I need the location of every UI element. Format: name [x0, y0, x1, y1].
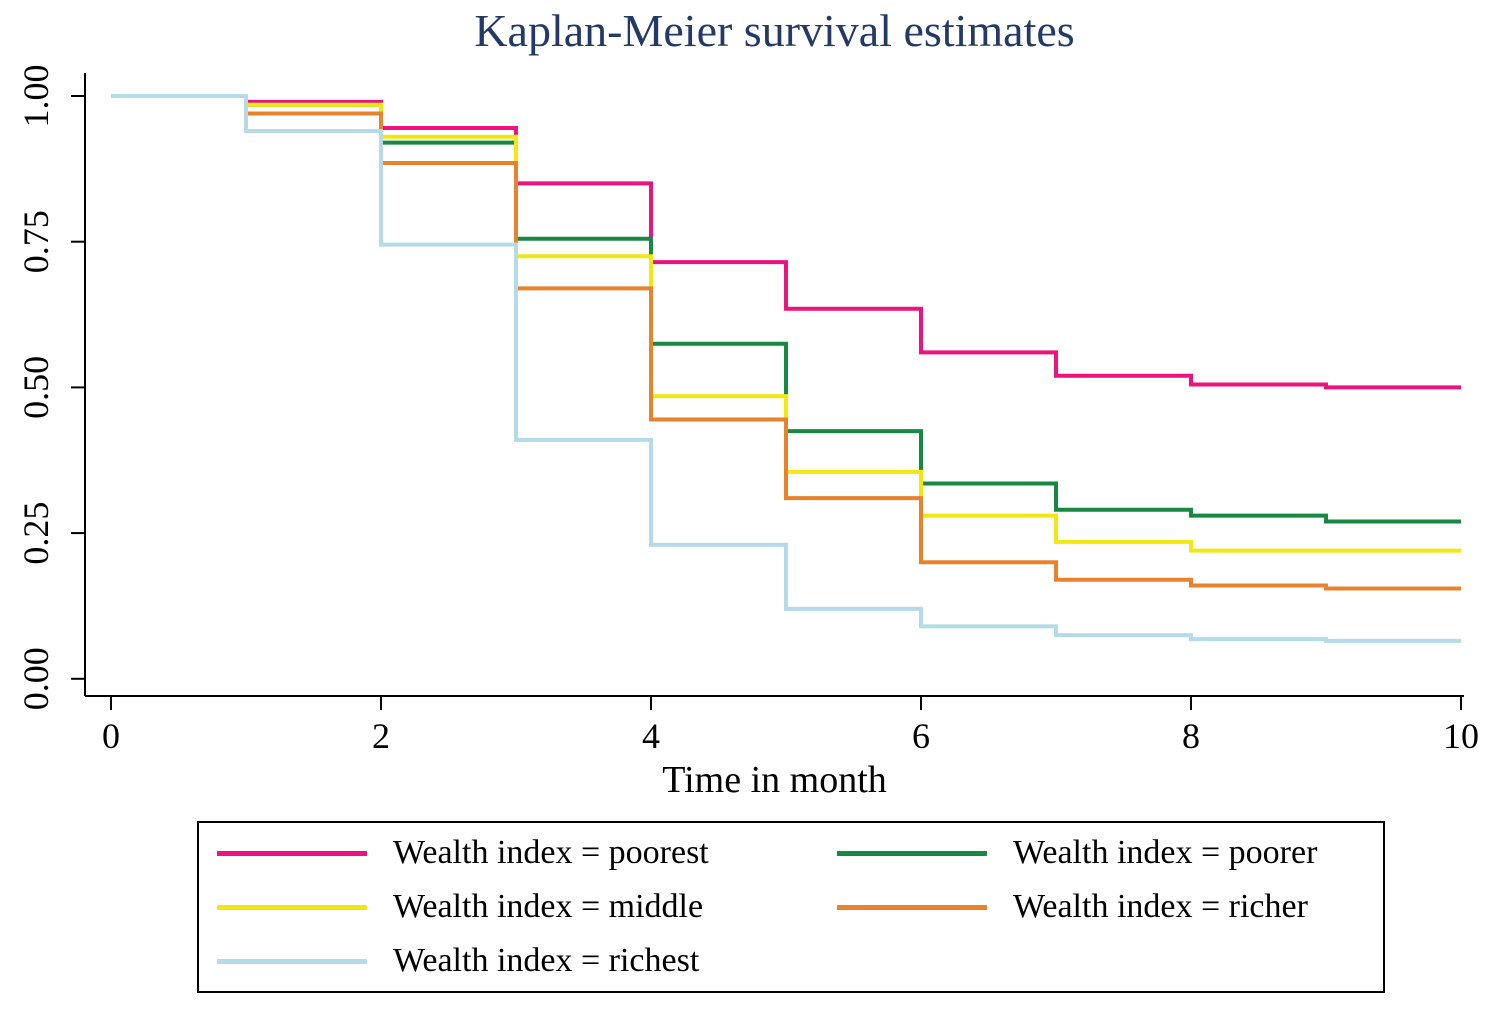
survival-curve-middle [111, 94, 1461, 553]
x-tick-label: 2 [372, 716, 390, 756]
legend-swatch-richer [837, 904, 987, 910]
legend-swatch-poorest [217, 850, 367, 856]
legend-label-middle: Wealth index = middle [393, 888, 704, 925]
y-tick-label: 0.00 [16, 647, 56, 710]
legend-item-poorer: Wealth index = poorer [819, 826, 1383, 880]
survival-curve-richer [111, 94, 1461, 591]
legend: Wealth index = poorest Wealth index = po… [197, 821, 1385, 993]
x-tick-label: 10 [1443, 716, 1479, 756]
legend-swatch-poorer [837, 850, 987, 856]
legend-label-richer: Wealth index = richer [1013, 888, 1308, 925]
legend-item-poorest: Wealth index = poorest [199, 826, 819, 880]
legend-label-richest: Wealth index = richest [393, 942, 700, 979]
legend-label-poorest: Wealth index = poorest [393, 834, 709, 871]
survival-curve-richest [111, 94, 1461, 643]
x-axis-title: Time in month [662, 759, 887, 801]
y-tick-label: 0.75 [16, 210, 56, 273]
legend-item-richer: Wealth index = richer [819, 880, 1383, 934]
chart-title: Kaplan-Meier survival estimates [474, 5, 1075, 56]
legend-swatch-richest [217, 958, 367, 964]
y-tick-label: 0.25 [16, 502, 56, 565]
y-tick-label: 1.00 [16, 65, 56, 128]
legend-item-richest: Wealth index = richest [199, 934, 819, 988]
x-tick-label: 8 [1182, 716, 1200, 756]
legend-label-poorer: Wealth index = poorer [1013, 834, 1318, 871]
x-tick-label: 4 [642, 716, 660, 756]
x-tick-label: 0 [102, 716, 120, 756]
legend-swatch-middle [217, 904, 367, 910]
y-tick-label: 0.50 [16, 356, 56, 419]
legend-item-middle: Wealth index = middle [199, 880, 819, 934]
x-tick-label: 6 [912, 716, 930, 756]
